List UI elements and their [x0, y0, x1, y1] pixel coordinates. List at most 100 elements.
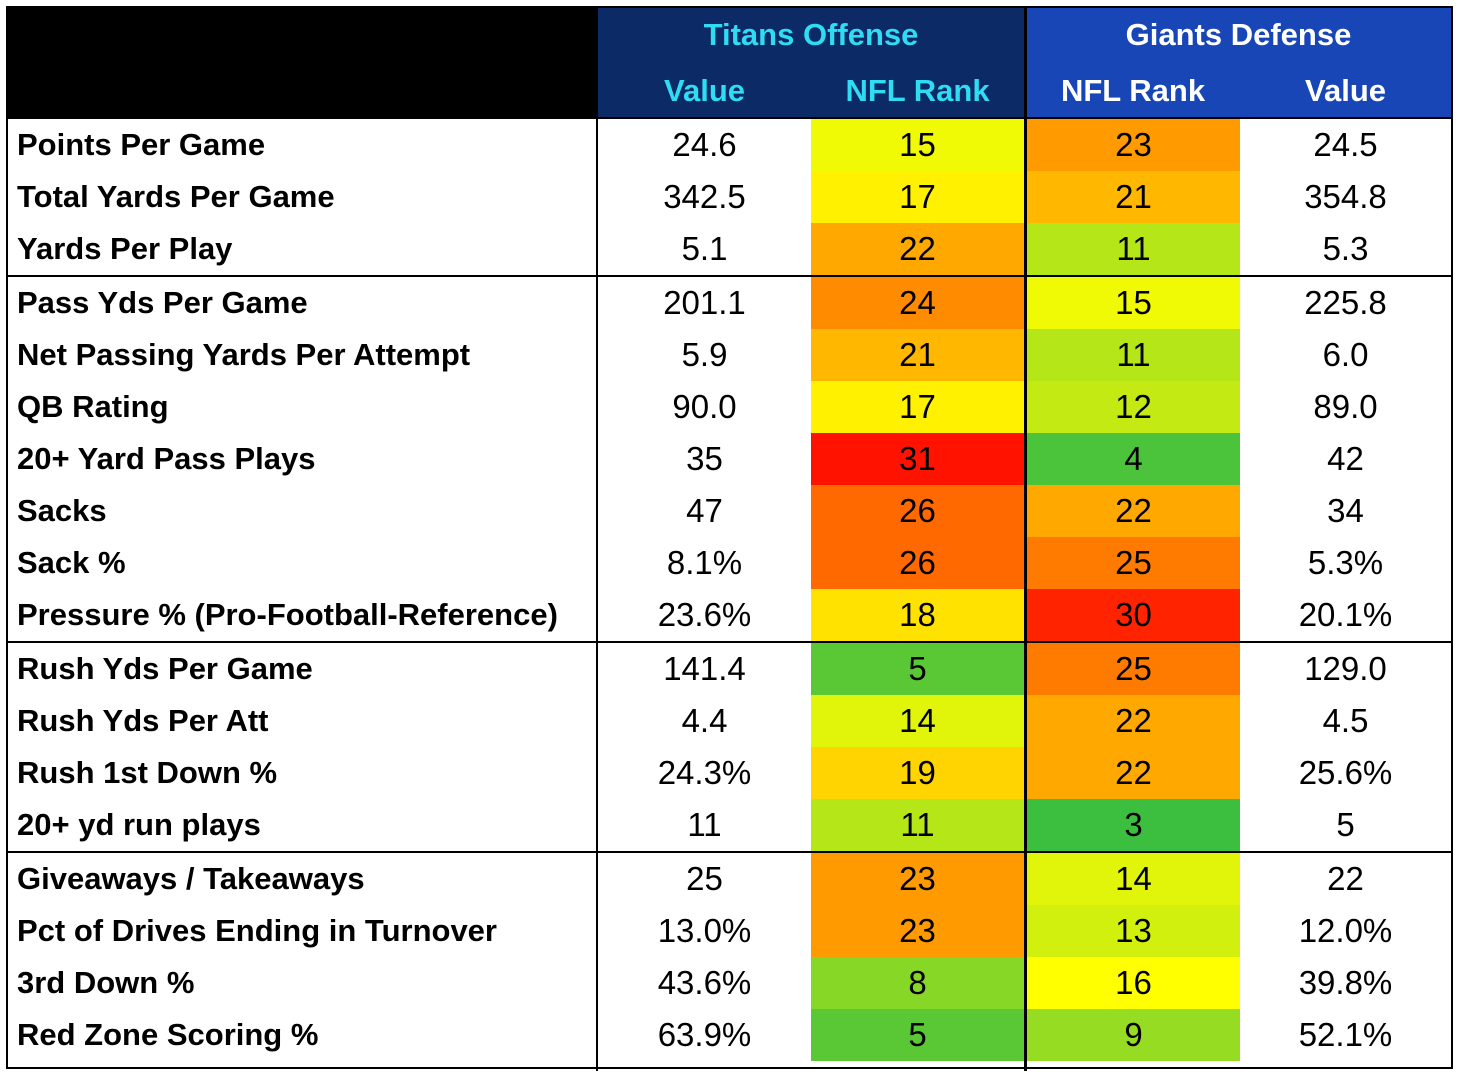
label-column-divider: [596, 118, 598, 1071]
titans-value-cell: 342.5: [663, 178, 746, 215]
titans-rank-column-header: NFL Rank: [845, 73, 990, 108]
section-divider: [8, 275, 1451, 277]
row-label: Total Yards Per Game: [17, 179, 335, 214]
row-label: Net Passing Yards Per Attempt: [17, 337, 471, 372]
row-label: 3rd Down %: [17, 965, 195, 1000]
titans-value-cell: 11: [687, 806, 722, 843]
titans-offense-header: [598, 8, 1024, 118]
row-label: QB Rating: [17, 389, 169, 424]
header-bottom-border: [8, 117, 1451, 119]
giants-value-cell: 225.8: [1304, 284, 1387, 321]
table-row: Pct of Drives Ending in Turnover 13.0% 23 1…: [8, 905, 1451, 957]
table-row: Total Yards Per Game 342.5 17 21 354.8: [8, 171, 1451, 223]
row-label: Sack %: [17, 545, 126, 580]
giants-value-cell: 6.0: [1322, 336, 1369, 373]
table-row: Rush 1st Down % 24.3% 19 22 25.6%: [8, 747, 1451, 799]
titans-rank-cell: 8: [811, 957, 1024, 1009]
row-label: Pass Yds Per Game: [17, 285, 308, 320]
giants-rank-cell: 16: [1027, 957, 1240, 1009]
giants-defense-header: [1026, 8, 1451, 118]
titans-value-cell: 141.4: [663, 650, 746, 687]
titans-value-cell: 43.6%: [657, 964, 752, 1001]
giants-value-column-header: Value: [1305, 73, 1386, 108]
giants-rank-cell: 3: [1027, 799, 1240, 851]
titans-value-cell: 47: [686, 492, 723, 529]
titans-rank-cell: 26: [811, 537, 1024, 589]
table-row: Giveaways / Takeaways 25 23 14 22: [8, 853, 1451, 905]
titans-rank-cell: 19: [811, 747, 1024, 799]
giants-defense-title: Giants Defense: [1125, 17, 1352, 52]
row-label: Red Zone Scoring %: [17, 1017, 319, 1052]
giants-value-cell: 20.1%: [1298, 596, 1393, 633]
row-label: Yards Per Play: [17, 231, 233, 266]
titans-value-cell: 24.3%: [657, 754, 752, 791]
row-label: Rush Yds Per Att: [17, 703, 269, 738]
giants-rank-cell: 14: [1027, 853, 1240, 905]
titans-value-cell: 5.9: [681, 336, 728, 373]
giants-value-cell: 4.5: [1322, 702, 1369, 739]
giants-rank-cell: 22: [1027, 695, 1240, 747]
titans-rank-cell: 11: [811, 799, 1024, 851]
giants-rank-cell: 12: [1027, 381, 1240, 433]
titans-value-cell: 23.6%: [657, 596, 752, 633]
giants-rank-cell: 25: [1027, 537, 1240, 589]
titans-value-cell: 24.6: [672, 126, 737, 163]
titans-value-cell: 13.0%: [657, 912, 752, 949]
giants-value-cell: 25.6%: [1298, 754, 1393, 791]
table-row: Sacks 47 26 22 34: [8, 485, 1451, 537]
titans-rank-cell: 24: [811, 277, 1024, 329]
table-row: Pass Yds Per Game 201.1 24 15 225.8: [8, 277, 1451, 329]
giants-value-cell: 5.3: [1322, 230, 1369, 267]
row-label: Rush Yds Per Game: [17, 651, 313, 686]
titans-offense-title: Titans Offense: [703, 17, 919, 52]
titans-rank-cell: 31: [811, 433, 1024, 485]
titans-value-cell: 4.4: [681, 702, 728, 739]
giants-rank-cell: 13: [1027, 905, 1240, 957]
table-row: Net Passing Yards Per Attempt 5.9 21 11 6.0: [8, 329, 1451, 381]
row-label: 20+ Yard Pass Plays: [17, 441, 316, 476]
giants-value-cell: 5.3%: [1307, 544, 1384, 581]
titans-value-column-header: Value: [664, 73, 745, 108]
table-row: Pressure % (Pro-Football-Reference) 23.6%…: [8, 589, 1451, 641]
table-row: Rush Yds Per Game 141.4 5 25 129.0: [8, 643, 1451, 695]
titans-rank-cell: 5: [811, 1009, 1024, 1061]
table-row: Points Per Game 24.6 15 23 24.5: [8, 119, 1451, 171]
section-divider: [8, 641, 1451, 643]
titans-rank-cell: 17: [811, 381, 1024, 433]
table-row: Rush Yds Per Att 4.4 14 22 4.5: [8, 695, 1451, 747]
titans-rank-cell: 15: [811, 119, 1024, 171]
giants-rank-cell: 9: [1027, 1009, 1240, 1061]
titans-rank-cell: 23: [811, 905, 1024, 957]
stats-comparison-table: Titans Offense Giants Defense Value NFL …: [6, 6, 1453, 1071]
giants-rank-cell: 11: [1027, 329, 1240, 381]
giants-value-cell: 24.5: [1313, 126, 1378, 163]
table-row: 3rd Down % 43.6% 8 16 39.8%: [8, 957, 1451, 1009]
titans-rank-cell: 17: [811, 171, 1024, 223]
giants-rank-cell: 22: [1027, 485, 1240, 537]
giants-rank-cell: 30: [1027, 589, 1240, 641]
giants-rank-cell: 4: [1027, 433, 1240, 485]
titans-value-cell: 90.0: [672, 388, 737, 425]
titans-value-cell: 63.9%: [657, 1016, 752, 1053]
giants-value-cell: 5: [1336, 806, 1355, 843]
giants-value-cell: 42: [1327, 440, 1364, 477]
table-row: Sack % 8.1% 26 25 5.3%: [8, 537, 1451, 589]
giants-rank-cell: 15: [1027, 277, 1240, 329]
giants-value-cell: 354.8: [1304, 178, 1387, 215]
titans-rank-cell: 22: [811, 223, 1024, 275]
giants-value-cell: 34: [1327, 492, 1364, 529]
titans-value-cell: 201.1: [663, 284, 746, 321]
table-row: Red Zone Scoring % 63.9% 5 9 52.1%: [8, 1009, 1451, 1061]
titans-value-cell: 8.1%: [666, 544, 743, 581]
titans-rank-cell: 18: [811, 589, 1024, 641]
table-row: 20+ yd run plays 11 11 3 5: [8, 799, 1451, 851]
titans-rank-cell: 5: [811, 643, 1024, 695]
row-label: Pct of Drives Ending in Turnover: [17, 913, 497, 948]
titans-rank-cell: 21: [811, 329, 1024, 381]
titans-value-cell: 5.1: [681, 230, 728, 267]
giants-value-cell: 22: [1327, 860, 1364, 897]
giants-value-cell: 39.8%: [1298, 964, 1393, 1001]
titans-rank-cell: 26: [811, 485, 1024, 537]
giants-value-cell: 89.0: [1313, 388, 1378, 425]
giants-rank-cell: 22: [1027, 747, 1240, 799]
